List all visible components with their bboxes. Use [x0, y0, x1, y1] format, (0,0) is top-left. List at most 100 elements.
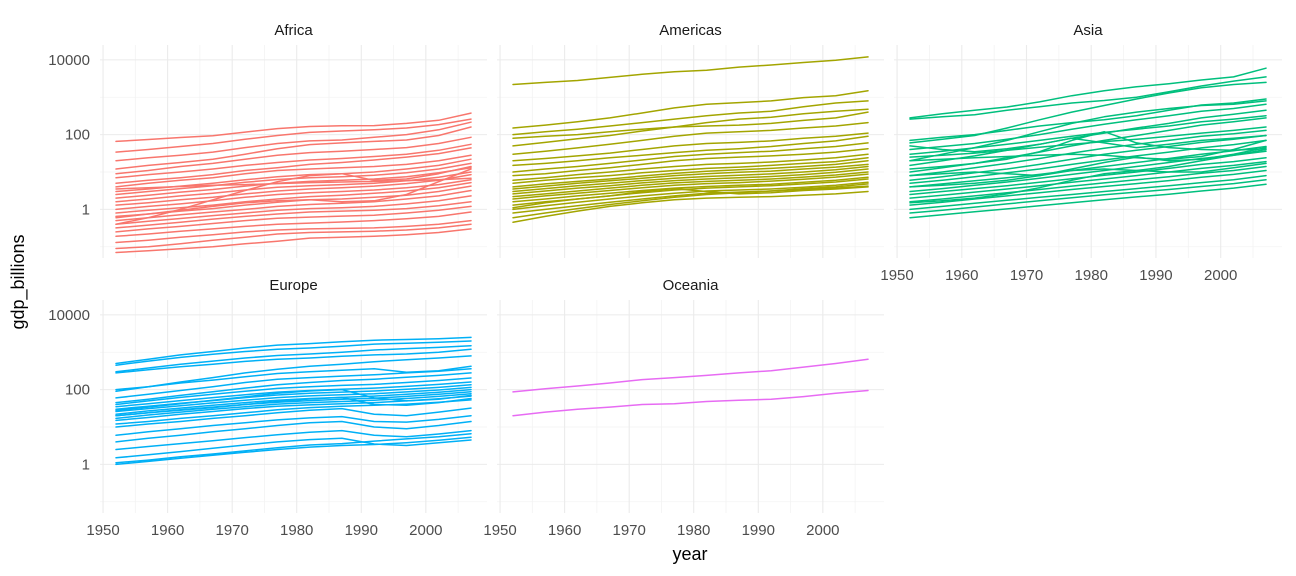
x-tick-label: 1990 [742, 522, 775, 539]
series-line-americas-2 [512, 89, 869, 129]
y-tick-label: 10000 [48, 307, 90, 324]
series-line-americas-3 [512, 100, 869, 136]
series-line-europe-5 [115, 355, 472, 393]
series-line-asia-17 [909, 160, 1267, 199]
series-line-africa-20 [115, 205, 472, 233]
panel-asia: Asia 1950 1960 1970 1980 1990 2000 [880, 22, 1282, 284]
series-line-africa-21 [115, 211, 472, 238]
series-line-europe-12 [115, 386, 472, 413]
series-line-africa-5 [115, 136, 472, 175]
series-line-africa-15 [115, 181, 472, 214]
series-line-asia-12 [909, 134, 1267, 182]
series-line-africa-19 [115, 200, 472, 229]
series-line-americas-24 [512, 186, 869, 209]
series-line-africa-11 [115, 166, 472, 199]
series-line-africa-23 [115, 223, 472, 250]
x-tick-label: 1960 [151, 522, 184, 539]
series-line-asia-19 [909, 169, 1267, 206]
series-line-europe-3 [115, 344, 472, 373]
panel-americas: Americas [497, 22, 884, 258]
series-line-asia-20 [909, 174, 1267, 211]
series-line-asia-23 [909, 139, 1267, 162]
x-tick-label: 2000 [806, 522, 839, 539]
series-line-asia-27 [909, 148, 1267, 204]
series-line-asia-14 [909, 145, 1267, 188]
x-tick-label: 1970 [1010, 267, 1043, 284]
y-tick-label: 100 [65, 127, 90, 144]
series-line-africa-3 [115, 121, 472, 162]
series-line-americas-22 [512, 185, 869, 214]
series-line-africa-1 [115, 112, 472, 143]
series-line-europe-22 [115, 420, 472, 443]
series-line-europe-24 [115, 437, 472, 459]
series-line-americas-8 [512, 135, 869, 167]
series-line-europe-9 [115, 377, 472, 406]
series-line-asia-25 [909, 162, 1267, 188]
series-line-americas-1 [512, 56, 869, 86]
series-line-asia-22 [909, 183, 1267, 219]
y-tick-label: 1 [82, 201, 90, 218]
series-line-americas-4 [512, 108, 869, 147]
facet-label-africa: Africa [274, 22, 313, 39]
series-line-europe-20 [115, 399, 472, 425]
series-line-africa-2 [115, 118, 472, 153]
series-line-europe-19 [115, 407, 472, 428]
x-tick-label: 1980 [280, 522, 313, 539]
series-line-americas-5 [512, 111, 869, 139]
series-line-asia-1 [909, 67, 1267, 119]
series-line-asia-26 [909, 130, 1267, 170]
y-tick-label: 1 [82, 456, 90, 473]
series-line-europe-4 [115, 348, 472, 374]
series-line-americas-12 [512, 157, 869, 184]
series-line-asia-3 [909, 81, 1267, 144]
series-line-asia-21 [909, 179, 1267, 214]
series-line-asia-6 [909, 103, 1267, 151]
series-line-africa-8 [115, 154, 472, 188]
series-line-europe-13 [115, 388, 472, 415]
series-line-asia-18 [909, 165, 1267, 203]
panel-africa: Africa 1 100 10000 [48, 22, 487, 258]
series-line-europe-8 [115, 372, 472, 404]
series-line-americas-6 [512, 121, 869, 155]
facet-label-asia: Asia [1073, 22, 1103, 39]
panels-layer: Africa 1 100 10000 Americas Asia 1950 1960 1970 1… [48, 22, 1282, 539]
series-line-africa-26 [115, 177, 472, 190]
series-line-africa-6 [115, 143, 472, 179]
facet-label-oceania: Oceania [663, 277, 720, 294]
series-line-asia-10 [909, 126, 1267, 158]
series-line-americas-10 [512, 147, 869, 177]
series-line-oceania-1 [512, 358, 869, 393]
x-tick-label: 2000 [1204, 267, 1237, 284]
facet-label-europe: Europe [269, 277, 317, 294]
x-tick-label: 1960 [548, 522, 581, 539]
x-tick-label: 1960 [945, 267, 978, 284]
series-line-europe-21 [115, 414, 472, 437]
series-line-americas-18 [512, 173, 869, 200]
y-tick-label: 10000 [48, 52, 90, 69]
panel-europe: Europe 1 100 10000 1950 1960 1970 1980 1990 2000 [48, 277, 487, 539]
series-line-americas-25 [512, 190, 869, 224]
x-tick-label: 1950 [86, 522, 119, 539]
series-line-asia-24 [909, 134, 1267, 153]
series-line-africa-22 [115, 219, 472, 244]
series-line-asia-2 [909, 76, 1267, 120]
series-line-americas-21 [512, 181, 869, 211]
series-line-europe-18 [115, 396, 472, 417]
series-line-europe-26 [115, 436, 472, 466]
series-line-africa-13 [115, 173, 472, 206]
series-line-asia-8 [909, 114, 1267, 155]
series-line-africa-18 [115, 195, 472, 225]
x-tick-label: 1950 [880, 267, 913, 284]
series-line-asia-28 [909, 146, 1267, 177]
series-line-europe-2 [115, 340, 472, 366]
series-line-americas-13 [512, 159, 869, 188]
x-tick-label: 1970 [612, 522, 645, 539]
series-line-asia-13 [909, 139, 1267, 184]
series-line-europe-25 [115, 432, 472, 464]
x-tick-label: 1950 [483, 522, 516, 539]
series-line-africa-17 [115, 189, 472, 222]
facet-label-americas: Americas [659, 22, 722, 39]
series-line-americas-9 [512, 142, 869, 173]
